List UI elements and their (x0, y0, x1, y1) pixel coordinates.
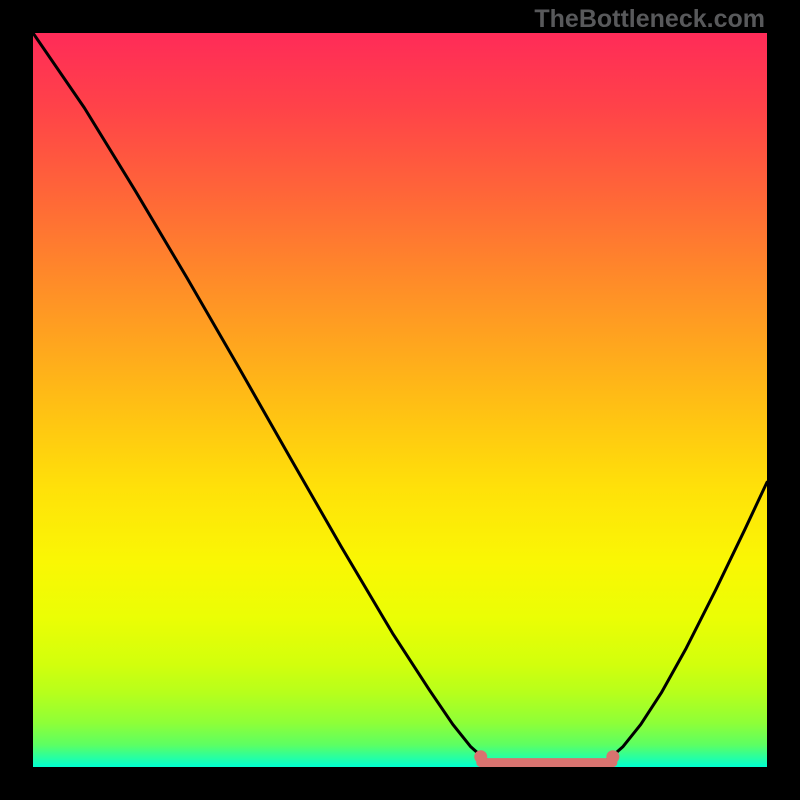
frame-bottom (0, 767, 800, 800)
gradient-background (33, 33, 767, 767)
optimal-range-dot-left (474, 750, 487, 763)
frame-left (0, 0, 33, 800)
frame-right (767, 0, 800, 800)
plot-area (33, 33, 767, 767)
source-watermark: TheBottleneck.com (534, 5, 765, 34)
chart-canvas: TheBottleneck.com (0, 0, 800, 800)
optimal-range-dot-right (606, 750, 619, 763)
plot-svg (33, 33, 767, 767)
